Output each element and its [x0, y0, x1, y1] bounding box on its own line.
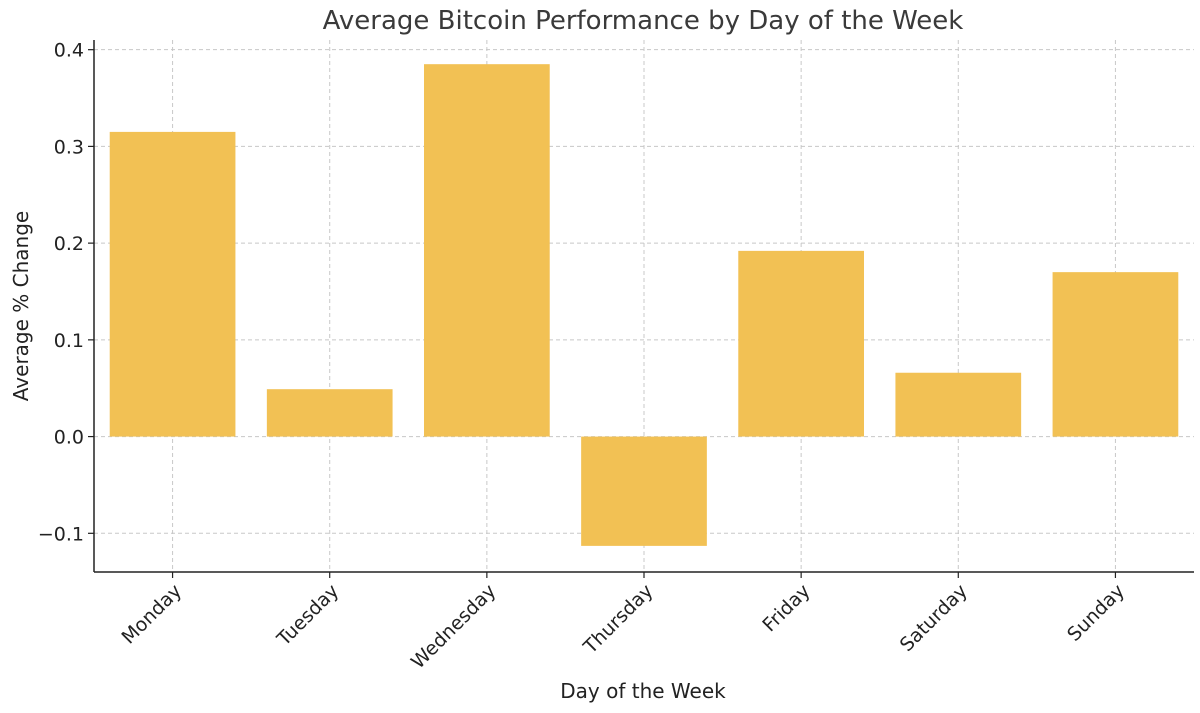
- y-tick-label: 0.2: [54, 233, 84, 255]
- y-ticks-layer: −0.1 0.0 0.1 0.2 0.3 0.4: [38, 40, 94, 545]
- y-axis-label: Average % Change: [9, 211, 33, 401]
- x-tick-label: Tuesday: [272, 580, 343, 651]
- x-tick-label: Saturday: [896, 580, 972, 656]
- bar-thursday: [581, 436, 707, 546]
- y-tick-label: 0.4: [54, 40, 84, 62]
- bar-wednesday: [424, 64, 550, 437]
- y-tick-label: 0.3: [54, 136, 84, 158]
- bar-sunday: [1052, 272, 1179, 437]
- x-tick-label: Sunday: [1063, 580, 1129, 646]
- bar-saturday: [895, 372, 1022, 437]
- x-tick-label: Thursday: [579, 580, 658, 659]
- x-axis-label: Day of the Week: [560, 679, 726, 703]
- chart-title: Average Bitcoin Performance by Day of th…: [323, 6, 964, 36]
- x-ticks-layer: Monday Tuesday Wednesday Thursday Friday Satu…: [118, 572, 1129, 673]
- y-tick-label: 0.0: [54, 427, 84, 449]
- bar-monday: [109, 131, 236, 437]
- bar-friday: [738, 250, 864, 437]
- x-tick-label: Friday: [758, 580, 814, 636]
- x-tick-label: Monday: [118, 580, 187, 649]
- y-tick-label: 0.1: [54, 330, 84, 352]
- y-tick-label: −0.1: [38, 523, 84, 545]
- bar-tuesday: [266, 389, 393, 437]
- bars-layer: [109, 64, 1179, 546]
- x-tick-label: Wednesday: [407, 580, 500, 673]
